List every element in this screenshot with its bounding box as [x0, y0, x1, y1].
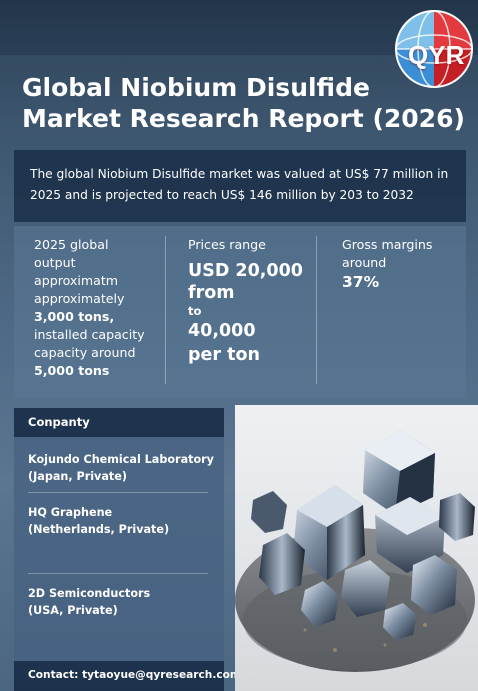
globe-icon [395, 10, 473, 88]
stat-divider [165, 236, 166, 384]
market-summary: The global Niobium Disulfide market was … [14, 150, 466, 222]
stat-output: 2025 global output approximatm approxima… [34, 236, 170, 380]
summary-line-1: The global Niobium Disulfide market was … [30, 167, 449, 181]
crystal-image [235, 430, 475, 672]
price-from: from [188, 283, 235, 303]
company-item: Kojundo Chemical Laboratory (Japan, Priv… [28, 451, 218, 485]
margin-label: around [342, 255, 387, 270]
stat-output-line: installed capacity [34, 327, 145, 342]
stat-output-line: approximately [34, 291, 125, 306]
niobium-disulfide-photo [235, 405, 478, 691]
title-line-1: Global Niobium Disulfide [22, 73, 370, 102]
stat-price: Prices range USD 20,000 from to 40,000 p… [188, 236, 318, 366]
stat-margin: Gross margins around 37% [342, 236, 462, 292]
stat-output-value: 3,000 tons, [34, 309, 115, 324]
stat-output-line: approximatm [34, 273, 119, 288]
price-min: USD 20,000 [188, 261, 303, 281]
stat-output-capacity-value: 5,000 tons [34, 363, 110, 378]
stat-output-line: 2025 global [34, 237, 109, 252]
stat-output-line: output [34, 255, 76, 270]
stat-output-line: capacity around [34, 345, 136, 360]
company-name: Kojundo Chemical Laboratory [28, 453, 214, 466]
company-divider [28, 573, 208, 574]
summary-line-2: 2025 and is projected to reach US$ 146 m… [30, 188, 414, 202]
company-name: 2D Semiconductors [28, 587, 151, 600]
price-unit: per ton [188, 345, 260, 365]
price-to: to [188, 304, 202, 318]
company-item: 2D Semiconductors (USA, Private) [28, 585, 218, 619]
price-max: 40,000 [188, 321, 256, 341]
page-title: Global Niobium Disulfide Market Research… [22, 72, 465, 134]
logo-text: QYR [408, 40, 465, 70]
company-detail: (Japan, Private) [28, 470, 127, 483]
key-stats-panel: 2025 global output approximatm approxima… [14, 226, 466, 398]
contact-email[interactable]: Contact: tytaoyue@qyresearch.com [28, 669, 241, 681]
company-panel: Conpanty Kojundo Chemical Laboratory (Ja… [14, 408, 241, 691]
title-line-2: Market Research Report (2026) [22, 104, 465, 133]
company-detail: (USA, Private) [28, 604, 118, 617]
company-header: Conpanty [14, 408, 224, 437]
company-divider [28, 492, 208, 493]
stat-divider [316, 236, 317, 384]
margin-label: Gross margins [342, 237, 433, 252]
margin-value: 37% [342, 273, 380, 291]
contact-bar: Contact: tytaoyue@qyresearch.com [14, 661, 241, 691]
company-item: HQ Graphene (Netherlands, Private) [28, 504, 218, 538]
company-detail: (Netherlands, Private) [28, 523, 170, 536]
company-name: HQ Graphene [28, 506, 113, 519]
price-label: Prices range [188, 237, 266, 252]
